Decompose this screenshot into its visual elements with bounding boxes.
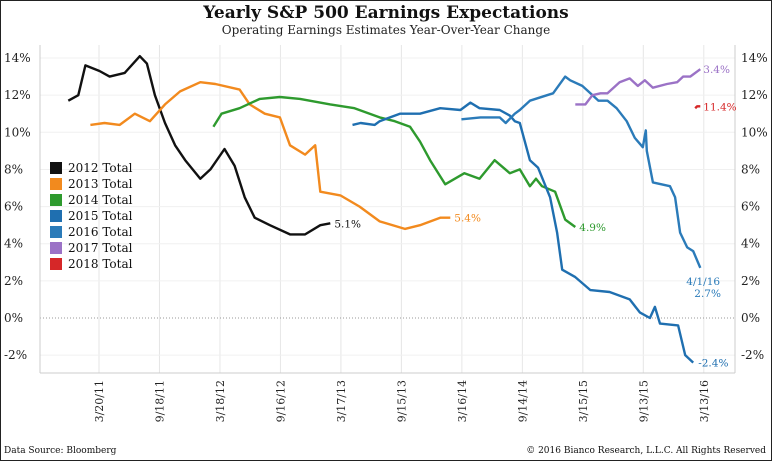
data-label: 5.4% [454, 213, 481, 225]
y-tick-label-right: 8% [741, 162, 760, 176]
x-tick-label: 3/17/13 [335, 380, 348, 422]
data-label: 5.1% [334, 218, 361, 230]
legend-label: 2016 Total [68, 225, 133, 239]
copyright: © 2016 Bianco Research, L.L.C. All Right… [526, 446, 766, 456]
series-line-2016-total [461, 75, 702, 269]
legend-label: 2013 Total [68, 177, 133, 191]
y-tick-label-left: 6% [4, 200, 23, 214]
y-tick-label-right: 14% [741, 51, 768, 65]
x-tick-label: 3/16/14 [456, 380, 469, 422]
y-tick-label-left: -2% [4, 348, 27, 362]
chart-title: Yearly S&P 500 Earnings Expectations [203, 3, 569, 23]
x-tick-label: 3/20/11 [93, 380, 106, 422]
series-line-2015-total [352, 101, 695, 364]
legend-label: 2018 Total [68, 257, 133, 271]
legend-swatch [50, 258, 62, 270]
y-tick-label-left: 14% [4, 51, 31, 65]
legend-swatch [50, 178, 62, 190]
legend-swatch [50, 210, 62, 222]
y-tick-label-left: 2% [4, 274, 23, 288]
y-tick-label-right: 6% [741, 200, 760, 214]
legend-swatch [50, 194, 62, 206]
data-label: 11.4% [703, 101, 736, 113]
x-tick-label: 9/18/11 [153, 380, 166, 422]
x-tick-label: 9/16/12 [274, 380, 287, 422]
data-label: 4/1/16 [686, 276, 720, 288]
x-tick-label: 3/15/15 [577, 380, 590, 422]
x-tick-label: 9/15/13 [395, 380, 408, 422]
series-line-2014-total [212, 95, 577, 228]
data-source: Data Source: Bloomberg [4, 446, 117, 456]
legend-swatch [50, 162, 62, 174]
y-tick-label-left: 0% [4, 311, 23, 325]
y-tick-label-left: 10% [4, 125, 31, 139]
legend: 2012 Total 2013 Total 2014 Total 2015 Total… [50, 160, 132, 272]
y-tick-label-right: -2% [741, 348, 764, 362]
legend-item: 2018 Total [50, 256, 132, 272]
chart-subtitle: Operating Earnings Estimates Year-Over-Y… [221, 23, 551, 37]
y-tick-label-left: 12% [4, 88, 31, 102]
y-tick-label-left: 4% [4, 237, 23, 251]
y-tick-label-right: 0% [741, 311, 760, 325]
legend-label: 2015 Total [68, 209, 133, 223]
series-line-2018-total [694, 105, 701, 110]
legend-item: 2017 Total [50, 240, 132, 256]
legend-label: 2012 Total [68, 161, 133, 175]
y-tick-label-left: 8% [4, 162, 23, 176]
legend-item: 2013 Total [50, 176, 132, 192]
data-label: 4.9% [579, 222, 606, 234]
y-tick-label-right: 2% [741, 274, 760, 288]
legend-label: 2017 Total [68, 241, 133, 255]
legend-item: 2014 Total [50, 192, 132, 208]
series-line-2013-total [90, 80, 451, 231]
data-label: -2.4% [698, 358, 728, 370]
series-line-2012-total [67, 55, 331, 236]
legend-item: 2015 Total [50, 208, 132, 224]
series-line-2017-total [575, 68, 702, 106]
x-tick-label: 9/13/15 [637, 380, 650, 422]
data-label: 2.7% [694, 288, 721, 300]
x-tick-label: 9/14/14 [516, 380, 529, 422]
legend-item: 2016 Total [50, 224, 132, 240]
legend-item: 2012 Total [50, 160, 132, 176]
legend-swatch [50, 226, 62, 238]
y-tick-label-right: 4% [741, 237, 760, 251]
data-label: 3.4% [703, 64, 730, 76]
x-tick-label: 3/13/16 [698, 380, 711, 422]
y-tick-label-right: 12% [741, 88, 768, 102]
legend-swatch [50, 242, 62, 254]
legend-label: 2014 Total [68, 193, 133, 207]
y-tick-label-right: 10% [741, 125, 768, 139]
x-tick-label: 3/18/12 [214, 380, 227, 422]
